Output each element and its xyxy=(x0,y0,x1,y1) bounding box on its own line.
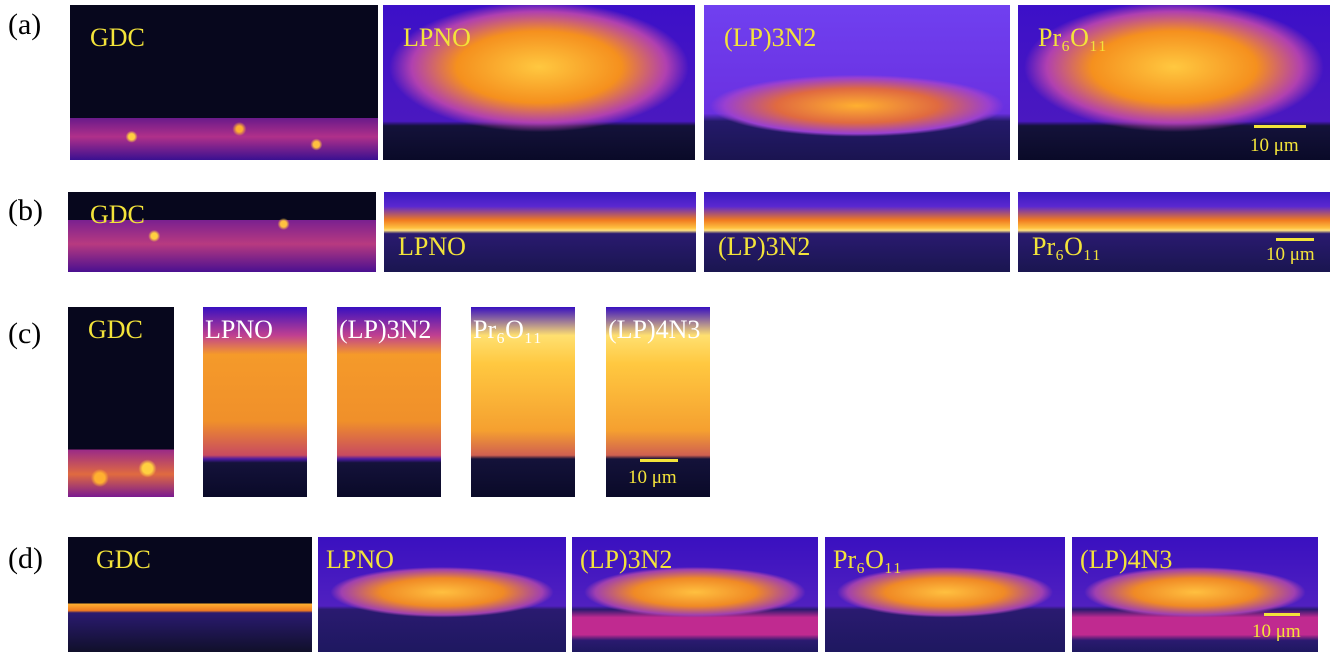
panel-label: Pr₆O₁₁ xyxy=(1038,23,1107,53)
panel-label: Pr₆O₁₁ xyxy=(833,545,902,575)
panel-label: GDC xyxy=(96,545,151,575)
panel-label: (LP)3N2 xyxy=(580,545,672,575)
image-panel: Pr₆O₁₁ xyxy=(471,307,575,497)
scale-bar-label: 10 μm xyxy=(628,467,677,489)
scale-bar xyxy=(640,459,678,462)
panel-label: Pr₆O₁₁ xyxy=(1032,232,1101,262)
panel-label: GDC xyxy=(88,315,143,345)
row-label: (d) xyxy=(8,542,43,576)
scale-bar-label: 10 μm xyxy=(1252,621,1301,643)
image-panel: GDC xyxy=(68,307,174,497)
panel-label: LPNO xyxy=(205,315,273,345)
image-panel: (LP)4N3 10 μm xyxy=(1072,537,1318,652)
panel-label: LPNO xyxy=(326,545,394,575)
image-panel: (LP)3N2 xyxy=(572,537,818,652)
row-label: (c) xyxy=(8,317,41,351)
image-panel: Pr₆O₁₁ 10 μm xyxy=(1018,5,1330,160)
scale-bar xyxy=(1264,613,1300,616)
image-panel: (LP)3N2 xyxy=(337,307,441,497)
image-panel: (LP)3N2 xyxy=(704,192,1010,272)
panel-label: LPNO xyxy=(398,232,466,262)
image-panel: GDC xyxy=(68,537,312,652)
figure: (a) GDC LPNO (LP)3N2 Pr₆O₁₁ 10 μm (b) GDC LPNO (L… xyxy=(0,0,1340,655)
image-panel: GDC xyxy=(68,192,376,272)
image-panel: Pr₆O₁₁ xyxy=(825,537,1065,652)
panel-label: Pr₆O₁₁ xyxy=(473,315,542,345)
panel-label: GDC xyxy=(90,200,145,230)
panel-label: (LP)3N2 xyxy=(724,23,816,53)
image-panel: (LP)4N3 10 μm xyxy=(606,307,710,497)
row-label: (a) xyxy=(8,8,41,42)
row-label: (b) xyxy=(8,194,43,228)
image-panel: (LP)3N2 xyxy=(704,5,1010,160)
panel-label: (LP)3N2 xyxy=(339,315,431,345)
panel-label: GDC xyxy=(90,23,145,53)
scale-bar xyxy=(1276,238,1314,241)
image-panel: LPNO xyxy=(383,5,695,160)
panel-label: (LP)3N2 xyxy=(718,232,810,262)
panel-label: LPNO xyxy=(403,23,471,53)
image-panel: LPNO xyxy=(203,307,307,497)
scale-bar-label: 10 μm xyxy=(1250,135,1299,157)
image-panel: LPNO xyxy=(318,537,566,652)
scale-bar xyxy=(1254,125,1306,128)
image-panel: Pr₆O₁₁ 10 μm xyxy=(1018,192,1330,272)
panel-label: (LP)4N3 xyxy=(1080,545,1172,575)
scale-bar-label: 10 μm xyxy=(1266,244,1315,266)
image-panel: GDC xyxy=(70,5,378,160)
panel-label: (LP)4N3 xyxy=(608,315,700,345)
image-panel: LPNO xyxy=(384,192,696,272)
